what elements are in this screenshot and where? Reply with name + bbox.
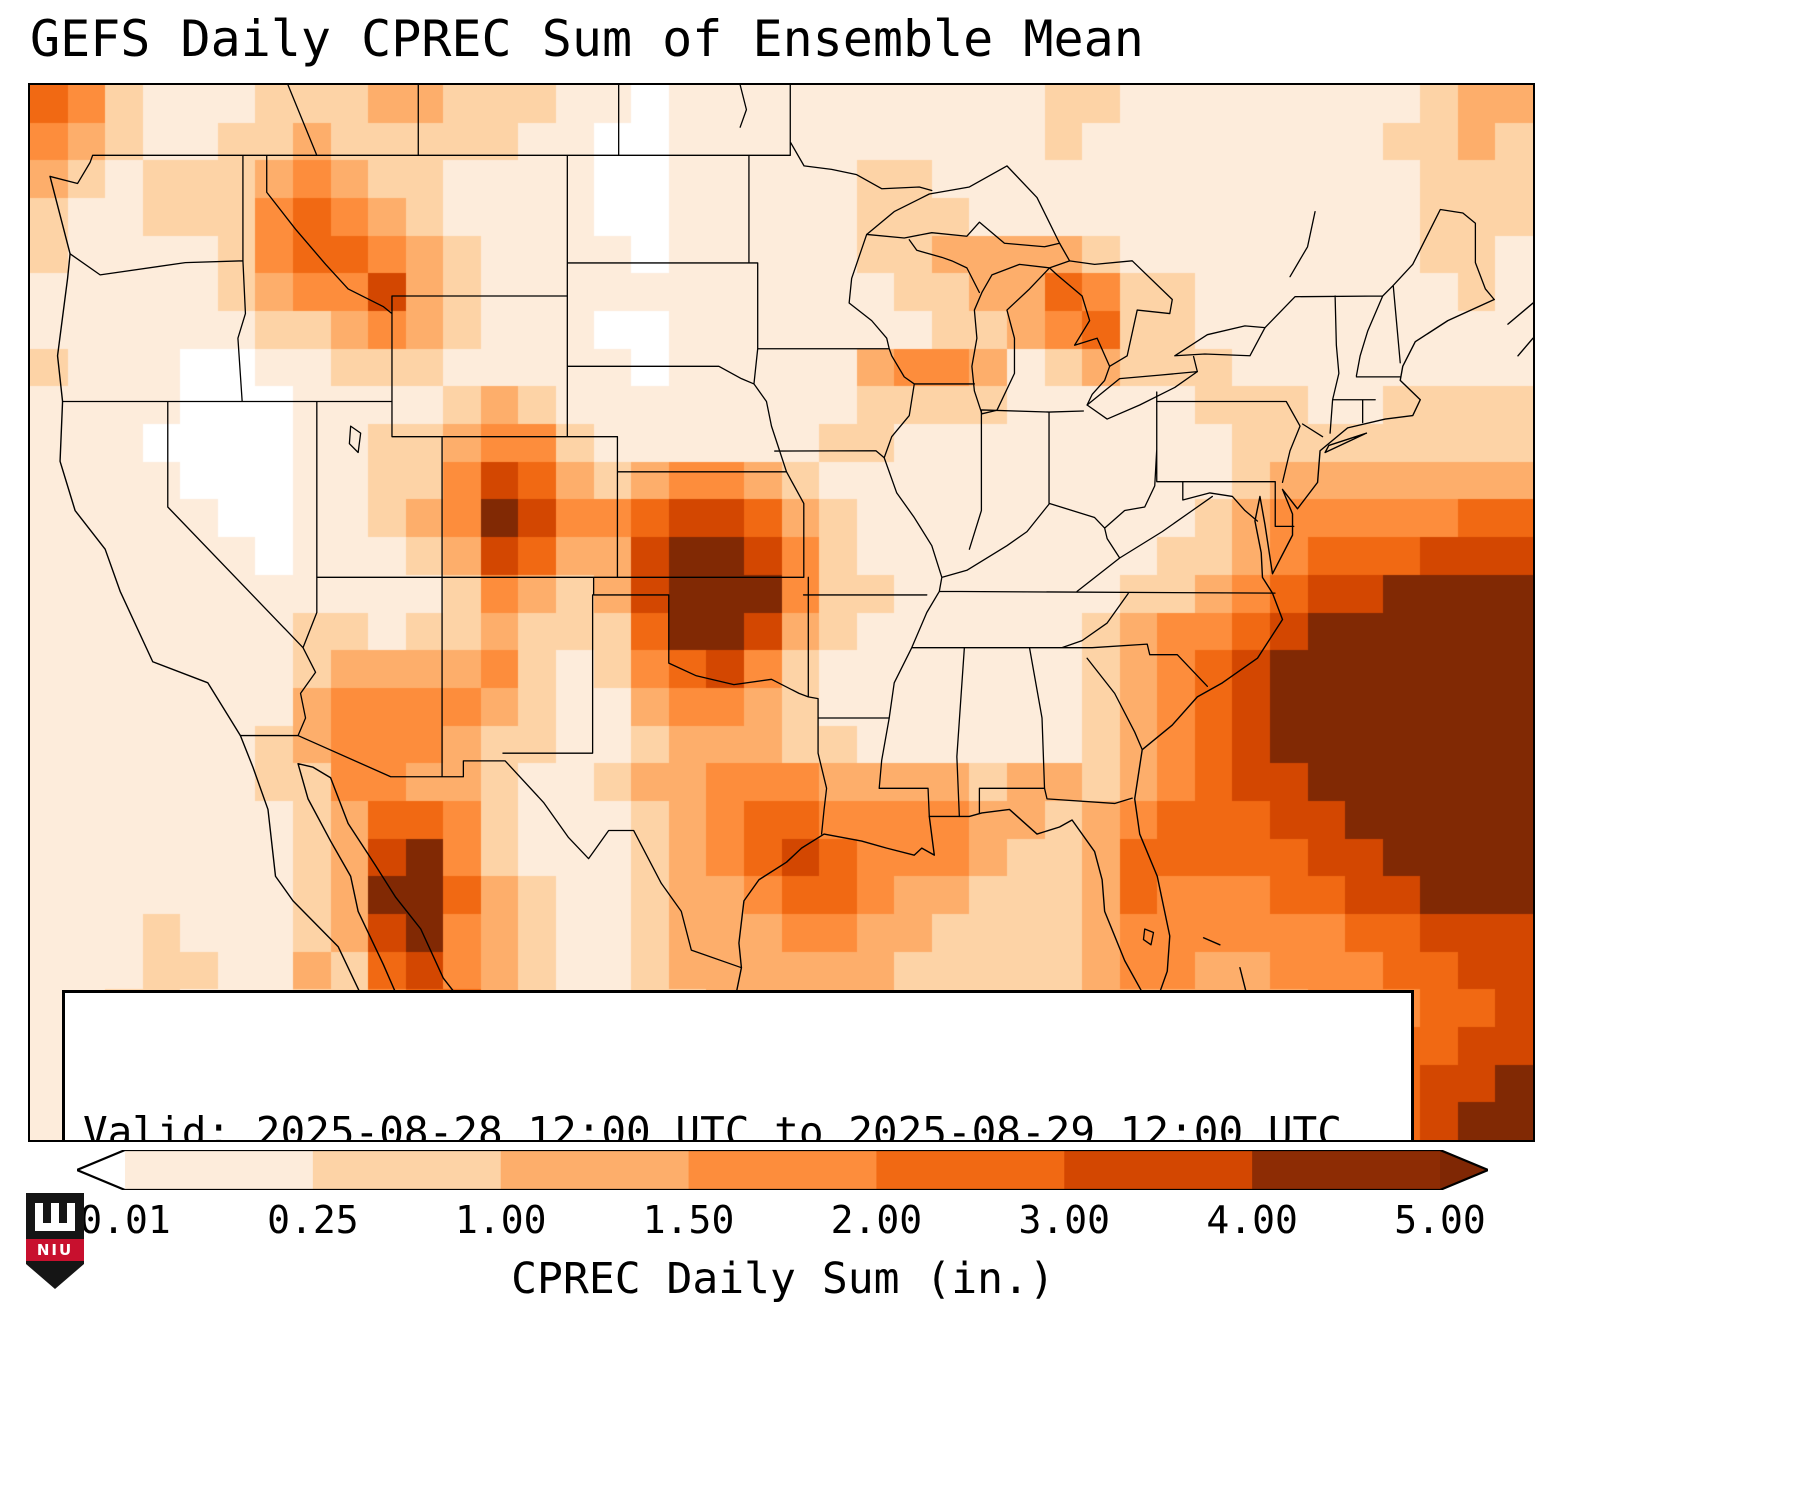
colorbar-segment	[125, 1150, 314, 1190]
state-borders-path	[50, 85, 1494, 968]
figure-title: GEFS Daily CPREC Sum of Ensemble Mean	[30, 10, 1144, 68]
colorbar-tick-labels: 0.01 0.25 1.00 1.50 2.00 3.00 4.00 5.00	[77, 1198, 1488, 1248]
colorbar-segment	[876, 1150, 1065, 1190]
colorbar-tick-label: 0.25	[267, 1198, 359, 1242]
colorbar-segment	[1064, 1150, 1253, 1190]
niu-logo: NIU	[26, 1193, 86, 1293]
colorbar-axis-label: CPREC Daily Sum (in.)	[511, 1254, 1055, 1304]
colorbar-tick-label: 1.50	[642, 1198, 735, 1242]
colorbar-tick-label: 4.00	[1206, 1198, 1298, 1242]
basemap-boundaries-svg	[30, 85, 1533, 1140]
colorbar-tick-label: 1.00	[454, 1198, 547, 1242]
colorbar-segment	[500, 1150, 690, 1190]
niu-shield-icon: NIU	[26, 1193, 84, 1289]
niu-logo-text: NIU	[26, 1239, 84, 1261]
precip-heatmap-canvas	[30, 85, 1533, 1140]
valid-time-text: Valid: 2025-08-28 12:00 UTC to 2025-08-2…	[83, 1107, 1342, 1142]
valid-run-info-box: Valid: 2025-08-28 12:00 UTC to 2025-08-2…	[62, 990, 1414, 1142]
colorbar	[77, 1150, 1488, 1190]
lakes-path	[349, 85, 1265, 945]
colorbar-tick-label: 0.01	[79, 1198, 171, 1242]
colorbar-tick-label: 3.00	[1018, 1198, 1111, 1242]
colorbar-over-arrow	[1440, 1150, 1488, 1190]
colorbar-segment	[1252, 1150, 1441, 1190]
colorbar-segment	[312, 1150, 502, 1190]
colorbar-segment	[688, 1150, 878, 1190]
colorbar-under-arrow	[77, 1150, 125, 1190]
colorbar-tick-label: 2.00	[830, 1198, 923, 1242]
map-panel: Valid: 2025-08-28 12:00 UTC to 2025-08-2…	[28, 83, 1535, 1142]
colorbar-tick-label: 5.00	[1394, 1198, 1486, 1242]
